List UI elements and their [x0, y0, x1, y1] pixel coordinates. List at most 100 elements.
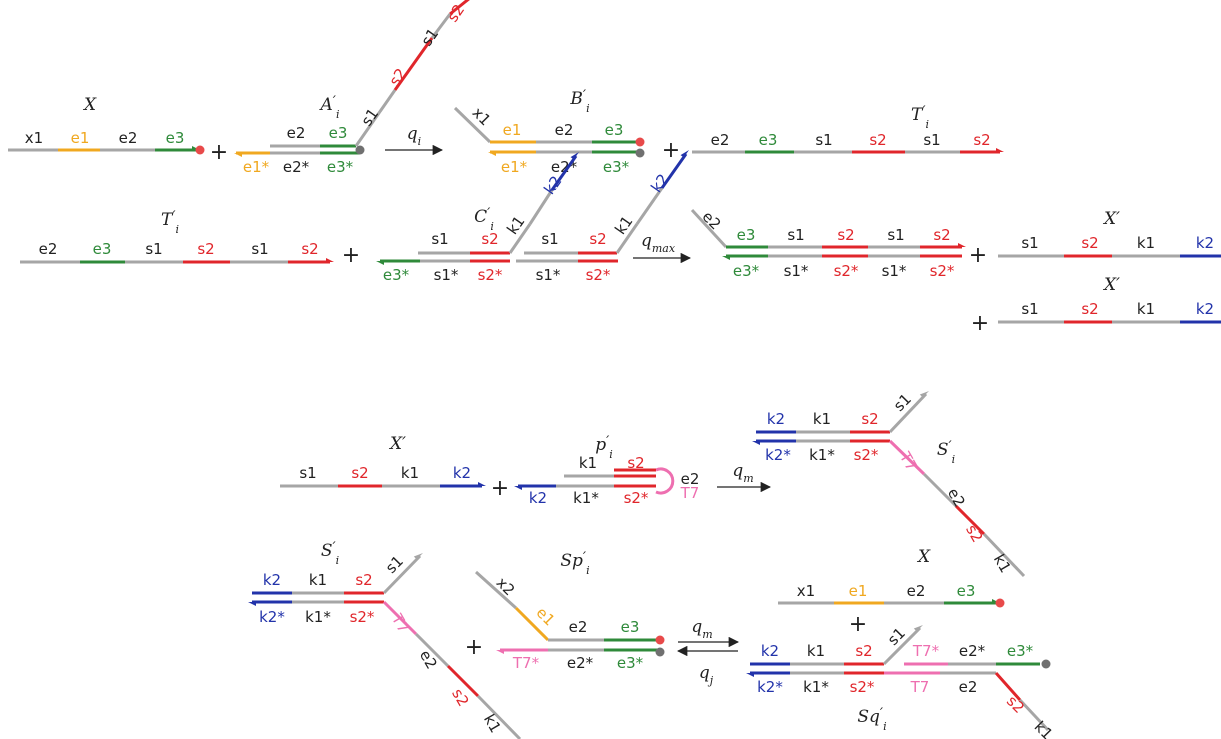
domain-label-k2: k2 — [767, 410, 785, 428]
domain-label-e2: e2 — [959, 678, 978, 696]
domain-label-x1: x1 — [797, 582, 815, 600]
domain-label-k1: k1 — [480, 711, 505, 736]
domain-label-x1: x1 — [25, 129, 43, 147]
domain-label-e1-star: e1* — [243, 158, 270, 176]
domain-label-k1: k1 — [813, 410, 831, 428]
domain-label--star1s: s1* — [434, 266, 459, 284]
domain-label-e2: e2 — [944, 485, 969, 510]
domain-label-k2: k2 — [647, 171, 672, 196]
domain-label-e3: e3 — [957, 582, 976, 600]
domain-label--star1: s1 — [358, 105, 383, 130]
species-label-x-product: X — [916, 547, 931, 567]
domain-label--star1s: s1* — [882, 262, 907, 280]
domain-label-e3: e3 — [93, 240, 112, 258]
domain-label-k2: k2 — [263, 571, 281, 589]
domain-label-e2: e2 — [287, 124, 306, 142]
strand-arrowhead — [413, 553, 423, 560]
rate-label-q-j: qj — [699, 663, 714, 687]
domain-label-e2: e2 — [569, 618, 588, 636]
species-label-p-i: p′i — [595, 434, 613, 461]
strand-segment — [615, 223, 639, 254]
strand-segment — [528, 189, 554, 225]
domain-label-k2: k2 — [1196, 234, 1214, 252]
domain-label-e2: e2 — [39, 240, 58, 258]
domain-label--star2: s2 — [197, 240, 214, 258]
domain-label-k1-star: k1* — [803, 678, 829, 696]
domain-label-e3-star: e3* — [733, 262, 760, 280]
domain-label-e2: e2 — [555, 121, 574, 139]
domain-label--star2s: s2* — [850, 678, 875, 696]
domain-label-k1: k1 — [309, 571, 327, 589]
strand-arrowhead — [376, 261, 384, 265]
domain-label-k1: k1 — [611, 213, 636, 238]
domain-label-e3: e3 — [759, 131, 778, 149]
strand-segment — [474, 570, 518, 610]
domain-label-e3-star: e3* — [617, 654, 644, 672]
strand-segment — [954, 504, 986, 536]
domain-label--star2: s2 — [301, 240, 318, 258]
domain-label--star1: s1 — [887, 226, 904, 244]
strand-segment — [514, 606, 550, 642]
plus-sign: + — [849, 612, 867, 637]
domain-label--star1: s1 — [815, 131, 832, 149]
species-label-sq-i: Sq′i — [857, 706, 886, 733]
strand-arrowhead — [752, 441, 760, 445]
rate-label-q-m-2: qm — [691, 617, 712, 641]
domain-label-e2-star: e2* — [283, 158, 310, 176]
strand-arrowhead — [248, 602, 256, 606]
strand-segment — [430, 13, 452, 39]
domain-label-k2-star: k2* — [765, 446, 791, 464]
domain-label-e1: e1 — [533, 603, 559, 629]
domain-label-k2: k2 — [453, 464, 471, 482]
species-label-s-i: S′i — [321, 540, 339, 567]
domain-label-t7-star: T7* — [912, 642, 940, 660]
domain-label--star2: s2 — [355, 571, 372, 589]
strand-arrowhead — [919, 391, 929, 398]
domain-label-e1-star: e1* — [501, 158, 528, 176]
domain-label-t7: T7 — [910, 678, 930, 696]
domain-label--star2: s2 — [861, 410, 878, 428]
strand-arrowhead — [746, 673, 754, 677]
domain-label-e2: e2 — [699, 207, 725, 233]
strand-arrowhead — [996, 148, 1004, 152]
domain-label--star1: s1 — [787, 226, 804, 244]
domain-label--star2s: s2* — [624, 489, 649, 507]
rate-label-q-i: qi — [407, 124, 421, 148]
strand-segment — [882, 626, 922, 666]
strand-segment — [1018, 698, 1050, 732]
domain-label-k1: k1 — [579, 454, 597, 472]
domain-label-e3: e3 — [329, 124, 348, 142]
domain-label-t7: T7 — [387, 610, 412, 636]
domain-label--star2s: s2* — [854, 446, 879, 464]
species-label-x-prime-3: X′ — [388, 434, 406, 454]
terminal-bead — [635, 137, 645, 147]
domain-label-x2: x2 — [493, 574, 519, 600]
strand-segment — [446, 664, 480, 698]
strand-segment — [888, 392, 928, 434]
domain-label-k2: k2 — [761, 642, 779, 660]
strand-segment — [994, 672, 1022, 701]
hairpin-loop — [655, 467, 675, 495]
domain-label-e3-star: e3* — [603, 158, 630, 176]
strand-segment — [508, 223, 532, 254]
terminal-bead — [655, 647, 665, 657]
domain-label-k1-star: k1* — [305, 608, 331, 626]
domain-label-e1: e1 — [849, 582, 868, 600]
strand-segment — [414, 632, 450, 668]
domain-label--star2: s2 — [933, 226, 950, 244]
domain-label--star2s: s2* — [350, 608, 375, 626]
domain-label--star2: s2 — [837, 226, 854, 244]
domain-label--star1: s1 — [299, 464, 316, 482]
domain-label--star2s: s2* — [930, 262, 955, 280]
strand-segment — [354, 89, 397, 147]
plus-sign: + — [971, 311, 989, 336]
strand-arrowhead — [326, 258, 334, 262]
species-label-x-prime-2: X′ — [1102, 275, 1120, 295]
terminal-bead — [1041, 659, 1051, 669]
strand-segment — [690, 208, 728, 249]
domain-label-k2: k2 — [1196, 300, 1214, 318]
domain-label--star1: s1 — [1021, 234, 1038, 252]
domain-label--star2: s2 — [1081, 300, 1098, 318]
domain-label--star1: s1 — [884, 624, 909, 649]
terminal-bead — [655, 635, 665, 645]
